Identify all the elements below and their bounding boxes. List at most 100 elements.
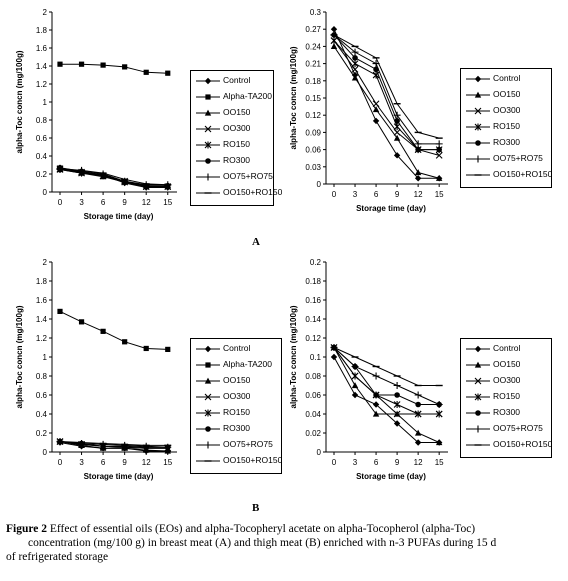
legend-breast-meat-right: Control OO150 OO300 RO150 RO300 OO75+RO75 OO15…: [460, 68, 552, 188]
series-line-ro150: [333, 347, 440, 415]
legend-item-ro300: RO300: [191, 422, 281, 438]
legend-label: Control: [223, 75, 251, 85]
data-point-control: [393, 420, 401, 427]
x-tick-label: 12: [414, 458, 423, 467]
y-tick-label: 0.08: [305, 372, 321, 381]
y-tick-label: 0.02: [305, 429, 321, 438]
legend-item-control: Control: [461, 72, 551, 88]
legend-swatch: [196, 345, 220, 353]
y-tick-label: 0.06: [305, 391, 321, 400]
x-axis-label: Storage time (day): [356, 472, 426, 481]
legend-label: RO150: [493, 121, 520, 131]
legend-swatch: [466, 140, 490, 146]
data-point-oo150: [351, 382, 359, 389]
data-point-ro150: [393, 123, 401, 131]
x-tick-label: 6: [101, 198, 106, 207]
legend-item-alpha-ta200: Alpha-TA200: [191, 358, 281, 374]
x-tick-label: 6: [374, 458, 379, 467]
legend-item-ro300: RO300: [461, 136, 551, 152]
data-point-ro150: [351, 372, 359, 380]
legend-swatch: [466, 361, 490, 368]
data-point-oo75-ro75: [142, 181, 150, 189]
legend-swatch: [466, 123, 490, 131]
data-point-ro150: [204, 141, 212, 149]
series-line-ro300: [333, 34, 440, 151]
data-point-alpha-ta200: [100, 328, 106, 334]
y-tick-label: 0.18: [305, 277, 321, 286]
data-point-oo75-ro75: [204, 441, 212, 449]
y-tick-label: 0.12: [305, 334, 321, 343]
y-tick-label: 2: [43, 258, 48, 267]
data-point-control: [372, 401, 380, 408]
data-point-control: [204, 345, 212, 353]
legend-swatch: [466, 393, 490, 401]
x-tick-label: 12: [142, 458, 151, 467]
series-line-oo150-ro150: [59, 441, 168, 446]
series-line-oo75-ro75: [59, 441, 168, 448]
series-line-oo150-ro150: [333, 347, 440, 386]
data-point-alpha-ta200: [165, 70, 171, 76]
data-point-oo150: [351, 74, 359, 81]
data-point-oo150: [414, 169, 422, 176]
data-point-oo300: [204, 125, 212, 133]
plot-area: 0 0.2 0.4 0.6 0.8 1 1.2 1.4 1.6 1.8 2 0 3 6 9 12 15 Stora…: [15, 258, 177, 481]
data-point-alpha-ta200: [122, 339, 128, 345]
data-point-control: [330, 353, 338, 361]
legend-label: Alpha-TA200: [223, 91, 272, 101]
data-point-alpha-ta200: [100, 62, 106, 68]
x-tick-label: 0: [332, 458, 337, 467]
y-tick-label: 1.2: [36, 80, 48, 89]
y-tick-label: 0.24: [305, 42, 321, 51]
y-tick-label: 0: [317, 180, 322, 189]
legend-label: RO300: [493, 137, 520, 147]
legend-breast-meat-left: Control Alpha-TA200 OO150 OO300 RO150 RO300 OO…: [190, 70, 282, 206]
y-tick-label: 0.2: [36, 170, 48, 179]
x-tick-label: 12: [142, 198, 151, 207]
series-line-alpha-ta200: [60, 63, 168, 74]
data-point-ro150: [435, 410, 443, 418]
data-point-ro300: [436, 146, 442, 153]
data-point-oo75-ro75: [351, 363, 359, 370]
legend-item-ro300: RO300: [191, 154, 273, 170]
legend-label: OO150: [223, 375, 251, 385]
chart-breast-meat-left: 0 0.2 0.4 0.6 0.8 1 1.2 1.4 1.6 1.8 2 0 3 6 9 12 15 Stora…: [15, 8, 177, 221]
data-point-oo75-ro75: [414, 140, 422, 148]
data-point-oo75-ro75: [56, 166, 64, 173]
x-tick-label: 3: [79, 458, 84, 467]
x-tick-label: 15: [435, 190, 444, 199]
y-tick-label: 0.8: [36, 372, 48, 381]
chart-breast-meat-right: 0 0.03 0.06 0.09 0.12 0.15 0.18 0.21 0.24 0.27 0.3…: [289, 8, 448, 213]
series-line-oo150-ro150: [59, 168, 168, 186]
legend-swatch: [196, 426, 220, 432]
y-axis-label: alpha-Toc concn (mg/100g): [15, 305, 24, 408]
data-point-ro150: [351, 60, 359, 68]
legend-swatch: [196, 460, 220, 462]
data-point-oo300: [372, 100, 380, 108]
legend-item-oo150-ro150: OO150+RO150: [461, 168, 552, 184]
legend-swatch: [466, 91, 490, 98]
legend-swatch: [466, 345, 490, 353]
legend-swatch: [196, 141, 220, 149]
legend-item-oo75-ro75: OO75+RO75: [461, 152, 551, 168]
data-point-oo300: [393, 410, 401, 418]
legend-swatch: [196, 77, 220, 85]
data-point-oo75-ro75: [414, 391, 422, 399]
data-point-oo75-ro75: [474, 425, 482, 433]
data-point-oo75-ro75: [435, 140, 443, 148]
data-point-oo75-ro75: [435, 401, 443, 408]
data-point-oo150: [372, 410, 380, 417]
y-axis-label: alpha-Toc concn (mg/100g): [289, 46, 298, 149]
x-tick-label: 0: [332, 190, 337, 199]
data-point-alpha-ta200: [78, 319, 85, 325]
data-point-alpha-ta200: [205, 94, 211, 100]
legend-item-oo150-ro150: OO150+RO150: [191, 186, 282, 202]
legend-thigh-meat-right: Control OO150 OO300 RO150 RO300 OO75+RO75 OO15…: [460, 338, 552, 458]
y-tick-label: 1.8: [36, 277, 48, 286]
y-tick-label: 0.4: [36, 410, 48, 419]
x-tick-label: 9: [122, 198, 127, 207]
legend-label: Control: [493, 73, 521, 83]
legend-item-oo150: OO150: [461, 358, 551, 374]
data-point-oo75-ro75: [474, 155, 482, 163]
data-point-oo150: [474, 91, 482, 98]
data-point-ro300: [205, 426, 211, 432]
